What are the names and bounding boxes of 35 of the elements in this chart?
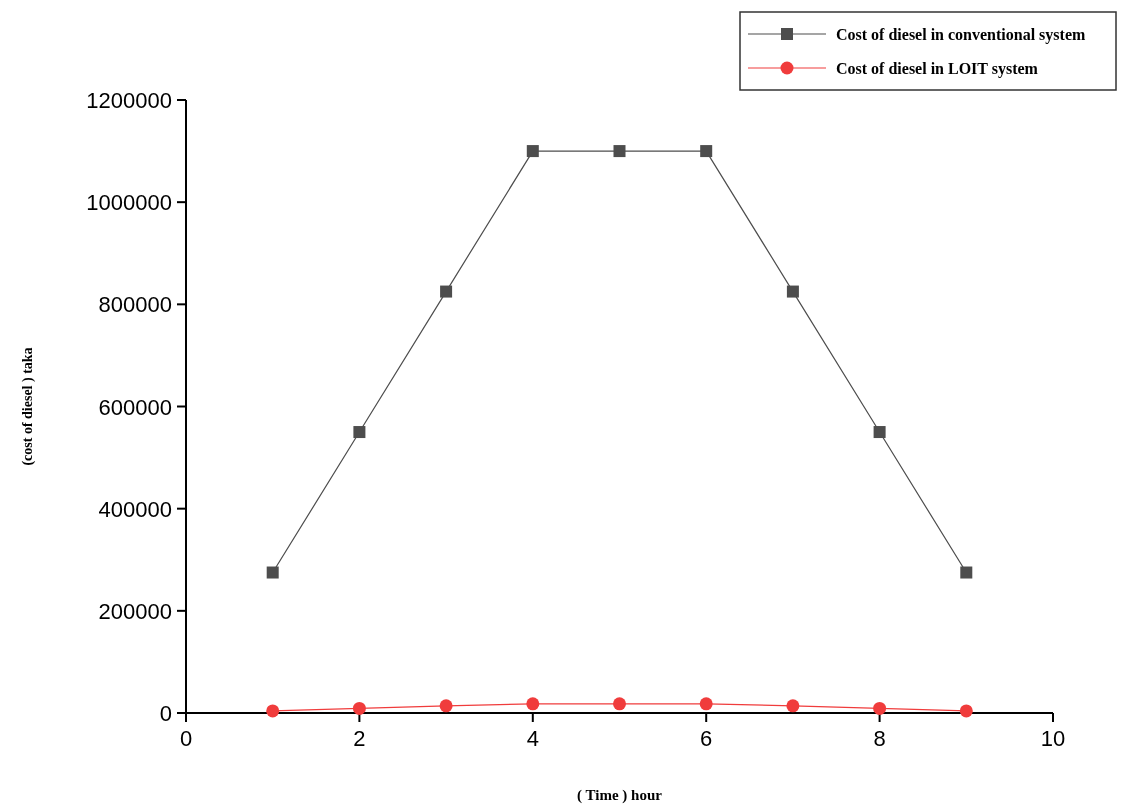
point (613, 697, 626, 711)
x-tick-label: 4 (526, 726, 539, 751)
x-tick-label: 0 (179, 726, 193, 751)
point (786, 699, 800, 713)
y-tick-label: 200000 (98, 598, 172, 624)
y-tick-label: 1200000 (86, 88, 172, 113)
x-tick-label: 6 (700, 726, 713, 751)
y-tick-label: 400000 (98, 496, 172, 522)
point (440, 285, 453, 298)
y-axis-title: (cost of diesel ) taka (20, 347, 36, 466)
point (526, 145, 539, 158)
point (266, 704, 280, 718)
point (353, 426, 366, 439)
point (960, 566, 973, 579)
legend-label: Cost of diesel in LOIT system (836, 60, 1039, 78)
y-tick-label: 600000 (98, 394, 172, 420)
point (439, 699, 453, 713)
y-tick-label: 0 (159, 701, 172, 726)
point (786, 285, 799, 298)
x-tick-label: 8 (873, 726, 886, 751)
x-tick-label: 2 (353, 726, 366, 751)
x-tick-label: 10 (1040, 726, 1066, 751)
point (266, 566, 279, 579)
point (873, 701, 887, 715)
legend-label: Cost of diesel in conventional system (836, 26, 1086, 44)
point (700, 145, 713, 158)
point (699, 697, 713, 711)
point (613, 145, 626, 158)
y-tick-label: 1000000 (86, 190, 172, 216)
point (526, 697, 540, 711)
point (352, 701, 366, 715)
y-tick-label: 800000 (98, 292, 172, 318)
point (959, 704, 973, 718)
point (873, 426, 886, 439)
x-axis-title: ( Time ) hour (577, 787, 663, 804)
